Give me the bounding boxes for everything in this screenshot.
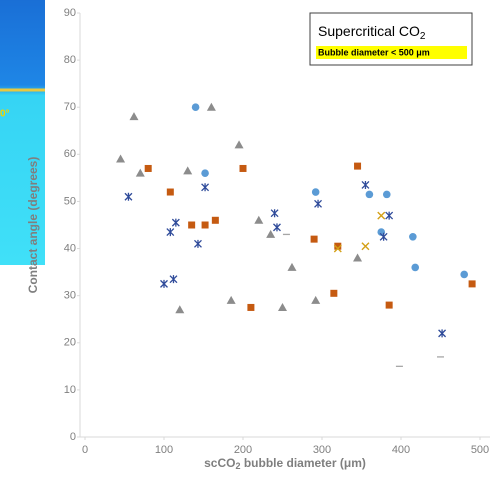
- x-tick-label: 400: [392, 444, 410, 456]
- point-asterisk: [438, 329, 447, 338]
- point-asterisk: [194, 239, 202, 248]
- y-tick-label: 70: [64, 101, 76, 113]
- point-square: [188, 221, 196, 229]
- point-square: [468, 280, 476, 288]
- point-square: [385, 301, 393, 309]
- point-triangle: [116, 154, 126, 163]
- point-square: [211, 216, 219, 224]
- x-tick-label: 0: [82, 444, 88, 456]
- x-tick-label: 300: [313, 444, 331, 456]
- point-square: [201, 221, 209, 229]
- point-asterisk: [166, 228, 175, 237]
- x-title-post: bubble diameter (μm): [241, 456, 366, 470]
- point-cross: [377, 211, 386, 220]
- point-asterisk: [169, 275, 178, 284]
- point-asterisk: [385, 211, 394, 220]
- point-circle: [365, 190, 374, 199]
- point-asterisk: [160, 279, 168, 288]
- point-square: [247, 303, 255, 311]
- y-tick-label: 30: [64, 290, 76, 302]
- point-circle: [409, 232, 417, 241]
- point-triangle: [183, 166, 193, 175]
- point-triangle: [254, 215, 264, 224]
- subtitle-highlight: [316, 46, 467, 59]
- y-tick-label: 60: [64, 148, 76, 160]
- chart-title: Supercritical CO2: [318, 23, 426, 42]
- point-circle: [382, 190, 391, 199]
- point-circle: [191, 103, 200, 112]
- inset-image: [0, 0, 45, 265]
- point-circle: [411, 263, 420, 272]
- y-tick-label: 90: [64, 7, 76, 19]
- point-asterisk: [124, 192, 133, 201]
- point-triangle: [226, 295, 236, 304]
- point-circle: [460, 270, 469, 279]
- y-tick-label: 20: [64, 337, 76, 349]
- point-square: [166, 188, 174, 196]
- point-square: [330, 289, 338, 297]
- point-asterisk: [379, 232, 388, 241]
- point-triangle: [278, 302, 287, 311]
- point-asterisk: [314, 199, 323, 208]
- x-tick-label: 500: [471, 444, 489, 456]
- point-square: [354, 162, 362, 170]
- point-triangle: [234, 140, 244, 149]
- point-triangle: [175, 305, 185, 314]
- x-title-pre: scCO: [204, 456, 235, 470]
- x-tick-label: 200: [234, 444, 252, 456]
- y-tick-label: 50: [64, 195, 76, 207]
- point-triangle: [135, 168, 145, 177]
- point-square: [239, 164, 247, 172]
- inset-label: 0°: [0, 109, 10, 120]
- x-tick-label: 100: [155, 444, 173, 456]
- point-asterisk: [270, 209, 279, 218]
- plot-area: 0 10 20 30 40 50 60 70 80 90 0 100 200 300 400 500: [64, 7, 489, 456]
- point-triangle: [353, 253, 363, 262]
- title-sub: 2: [420, 31, 426, 42]
- point-square: [144, 164, 152, 172]
- y-tick-label: 0: [70, 431, 76, 443]
- point-asterisk: [273, 223, 281, 232]
- subtitle: Bubble diameter < 500 μm: [318, 47, 430, 57]
- title-main: Supercritical CO: [318, 23, 420, 39]
- y-tick-label: 40: [64, 242, 76, 254]
- point-circle: [201, 169, 209, 177]
- point-triangle: [266, 229, 276, 238]
- point-triangle: [129, 112, 139, 121]
- y-axis-title: Contact angle (degrees): [26, 157, 40, 294]
- x-axis-title: scCO2 bubble diameter (μm): [204, 456, 366, 471]
- y-tick-label: 80: [64, 54, 76, 66]
- point-asterisk: [201, 183, 210, 192]
- point-triangle: [311, 295, 321, 304]
- point-asterisk: [171, 218, 180, 227]
- point-triangle: [206, 102, 216, 111]
- y-tick-label: 10: [64, 384, 76, 396]
- point-square: [334, 242, 342, 250]
- point-cross: [333, 244, 342, 253]
- point-asterisk: [361, 180, 370, 189]
- point-cross: [361, 242, 370, 251]
- point-circle: [311, 188, 320, 196]
- point-triangle: [287, 262, 297, 271]
- point-square: [310, 235, 318, 243]
- x-title-sub: 2: [235, 461, 240, 471]
